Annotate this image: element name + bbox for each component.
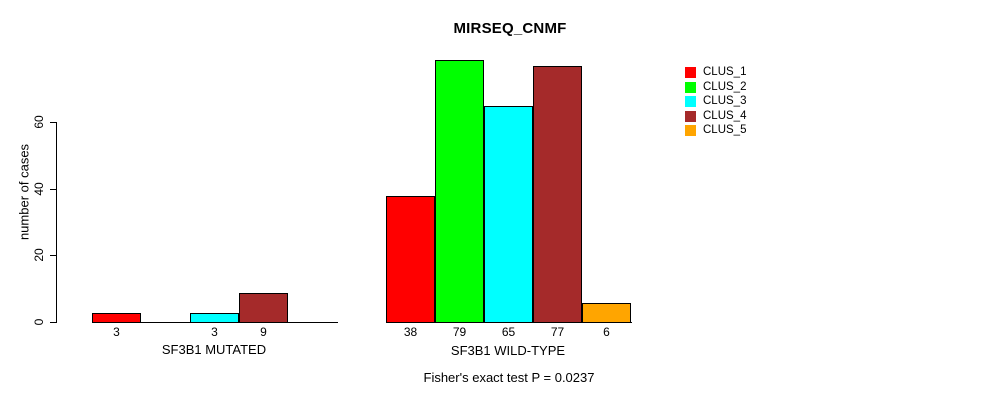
bar-clus_3-group1 (190, 313, 239, 323)
bar-clus_3-group2 (484, 106, 533, 323)
legend-swatch-clus_2 (685, 82, 696, 93)
legend-label-clus_4: CLUS_4 (703, 110, 747, 122)
legend-label-clus_2: CLUS_2 (703, 81, 747, 93)
group-label-sf3b1-mutated: SF3B1 MUTATED (161, 342, 267, 357)
bar-value-label: 77 (550, 325, 565, 339)
y-axis-tick (50, 122, 57, 123)
y-axis-tick (50, 255, 57, 256)
bar-value-label: 6 (603, 325, 610, 339)
fisher-test-annotation: Fisher's exact test P = 0.0237 (423, 370, 595, 385)
bar-clus_5-group2 (582, 303, 631, 323)
bar-clus_1-group1 (92, 313, 141, 323)
bar-clus_4-group2 (533, 66, 582, 323)
chart-title: MIRSEQ_CNMF (453, 20, 567, 37)
y-axis-tick (50, 189, 57, 190)
legend-swatch-clus_3 (685, 96, 696, 107)
legend-label-clus_3: CLUS_3 (703, 95, 747, 107)
group-label-sf3b1-wild-type: SF3B1 WILD-TYPE (450, 343, 566, 358)
y-axis-label: number of cases (16, 143, 32, 241)
bar-value-label: 3 (211, 325, 218, 339)
bar-value-label: 9 (260, 325, 267, 339)
legend-swatch-clus_1 (685, 67, 696, 78)
legend-swatch-clus_5 (685, 125, 696, 136)
bar-value-label: 3 (113, 325, 120, 339)
bar-clus_2-group2 (435, 60, 484, 323)
bar-clus_1-group2 (386, 196, 435, 323)
y-axis-tick-label: 20 (32, 248, 46, 262)
bar-clus_4-group1 (239, 293, 288, 323)
y-axis-tick-label: 0 (32, 318, 46, 326)
y-axis-tick (50, 322, 57, 323)
bar-value-label: 38 (403, 325, 418, 339)
legend-swatch-clus_4 (685, 111, 696, 122)
legend-label-clus_5: CLUS_5 (703, 124, 747, 136)
y-axis-line (56, 122, 57, 323)
bar-value-label: 79 (452, 325, 467, 339)
bar-value-label: 65 (501, 325, 516, 339)
legend-label-clus_1: CLUS_1 (703, 66, 747, 78)
y-axis-tick-label: 40 (32, 182, 46, 196)
y-axis-tick-label: 60 (32, 115, 46, 129)
